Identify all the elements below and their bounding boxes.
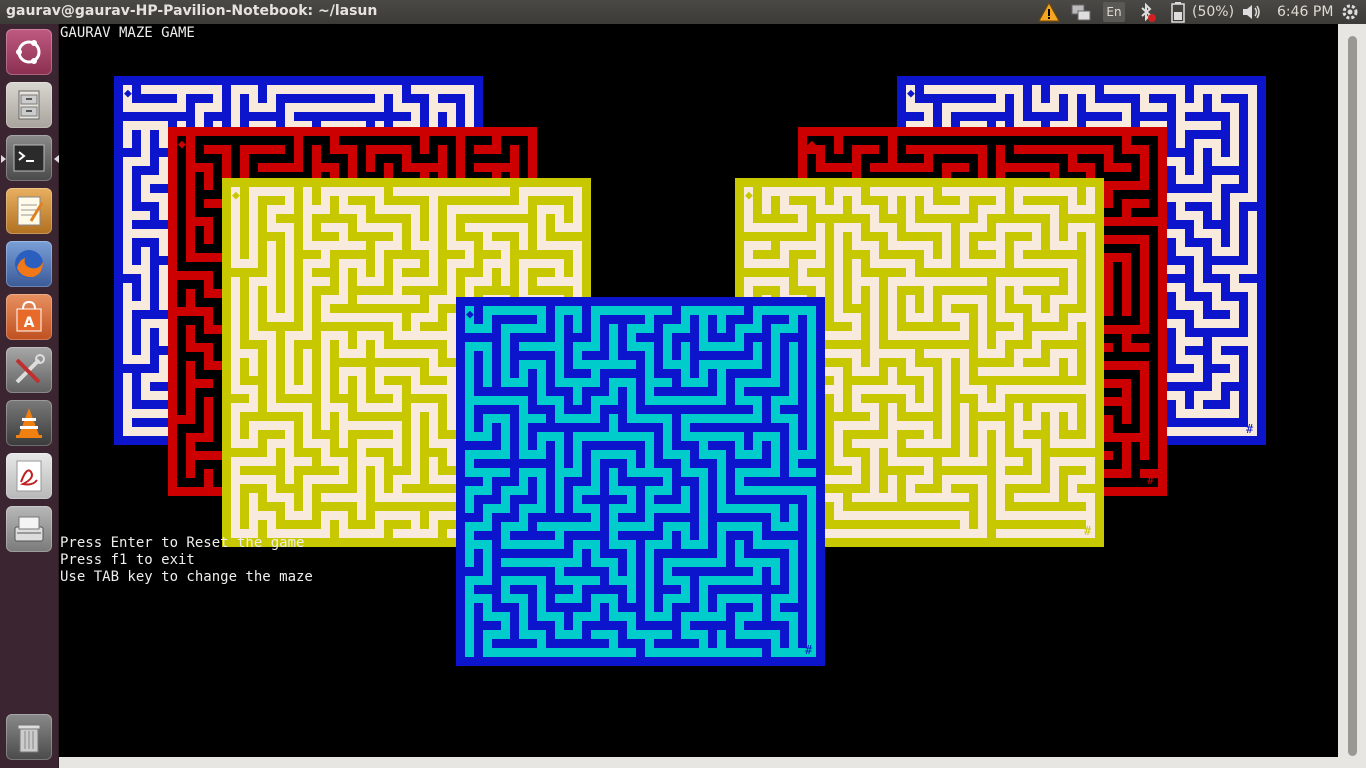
- launcher-vlc-button[interactable]: [6, 400, 52, 446]
- terminal-window[interactable]: GAURAV MAZE GAME ◆# ◆# ◆# ◆# ◆# ◆# ◆# Pr…: [59, 24, 1338, 757]
- terminal-icon: [13, 144, 45, 172]
- clock[interactable]: 6:46 PM: [1277, 4, 1334, 20]
- scanner-icon: [14, 516, 44, 542]
- launcher-pdf-reader-button[interactable]: [6, 453, 52, 499]
- trash-icon: [17, 724, 41, 753]
- game-title: GAURAV MAZE GAME: [60, 25, 195, 41]
- file-cabinet-icon: [18, 90, 40, 120]
- instruction-exit: Press f1 to exit: [60, 552, 195, 568]
- launcher-trash-button[interactable]: [6, 714, 52, 760]
- maze-start-marker: ◆: [466, 307, 474, 322]
- maze-start-marker: ◆: [808, 137, 816, 152]
- scrollbar-thumb[interactable]: [1348, 36, 1357, 756]
- maze-goal-marker: #: [805, 643, 813, 657]
- notepad-icon: [17, 196, 44, 226]
- tools-icon: [15, 354, 45, 384]
- top-panel: gaurav@gaurav-HP-Pavilion-Notebook: ~/la…: [0, 0, 1366, 24]
- launcher-dash-button[interactable]: [6, 29, 52, 75]
- maze-start-marker: ◆: [745, 188, 753, 203]
- maze-start-marker: ◆: [907, 86, 915, 101]
- maze-goal-marker: #: [1147, 473, 1155, 487]
- ubuntu-logo-icon: [16, 40, 41, 64]
- launcher-firefox-button[interactable]: [6, 241, 52, 287]
- keyboard-layout-indicator[interactable]: En: [1103, 2, 1125, 22]
- warning-icon[interactable]: [1038, 0, 1060, 24]
- window-title: gaurav@gaurav-HP-Pavilion-Notebook: ~/la…: [6, 3, 378, 19]
- battery-icon[interactable]: [1169, 0, 1187, 24]
- active-indicator: [54, 155, 59, 163]
- launcher-software-center-button[interactable]: A: [6, 294, 52, 340]
- launcher-settings-button[interactable]: [6, 347, 52, 393]
- cyan-maze-center[interactable]: ◆ #: [456, 297, 825, 666]
- traffic-cone-icon: [16, 408, 42, 438]
- pdf-icon: [16, 460, 42, 492]
- maze-goal-marker: #: [1084, 524, 1092, 538]
- launcher-terminal-button[interactable]: [6, 135, 52, 181]
- bluetooth-icon[interactable]: [1137, 0, 1157, 24]
- launcher-files-button[interactable]: [6, 82, 52, 128]
- battery-percentage[interactable]: (50%): [1192, 4, 1235, 20]
- maze-start-marker: ◆: [124, 86, 132, 101]
- shopping-bag-icon: A: [16, 300, 42, 332]
- maze-goal-marker: #: [1246, 422, 1254, 436]
- gear-icon[interactable]: [1340, 0, 1360, 24]
- instruction-reset: Press Enter to Reset the game: [60, 535, 305, 551]
- network-icon[interactable]: [1070, 0, 1092, 24]
- firefox-icon: [15, 250, 43, 278]
- maze-start-marker: ◆: [232, 188, 240, 203]
- maze-walls: [465, 306, 816, 657]
- window-bottom-border: [59, 757, 1338, 768]
- launcher: A: [0, 24, 59, 768]
- terminal-scrollbar[interactable]: [1338, 24, 1366, 768]
- instruction-tab: Use TAB key to change the maze: [60, 569, 313, 585]
- launcher-text-editor-button[interactable]: [6, 188, 52, 234]
- maze-walls: [744, 187, 1095, 538]
- launcher-scanner-button[interactable]: [6, 506, 52, 552]
- volume-icon[interactable]: [1240, 0, 1264, 24]
- cyan-maze-center-grid: [456, 297, 825, 666]
- maze-start-marker: ◆: [178, 137, 186, 152]
- running-indicator: [1, 155, 6, 163]
- svg-text:A: A: [24, 315, 35, 331]
